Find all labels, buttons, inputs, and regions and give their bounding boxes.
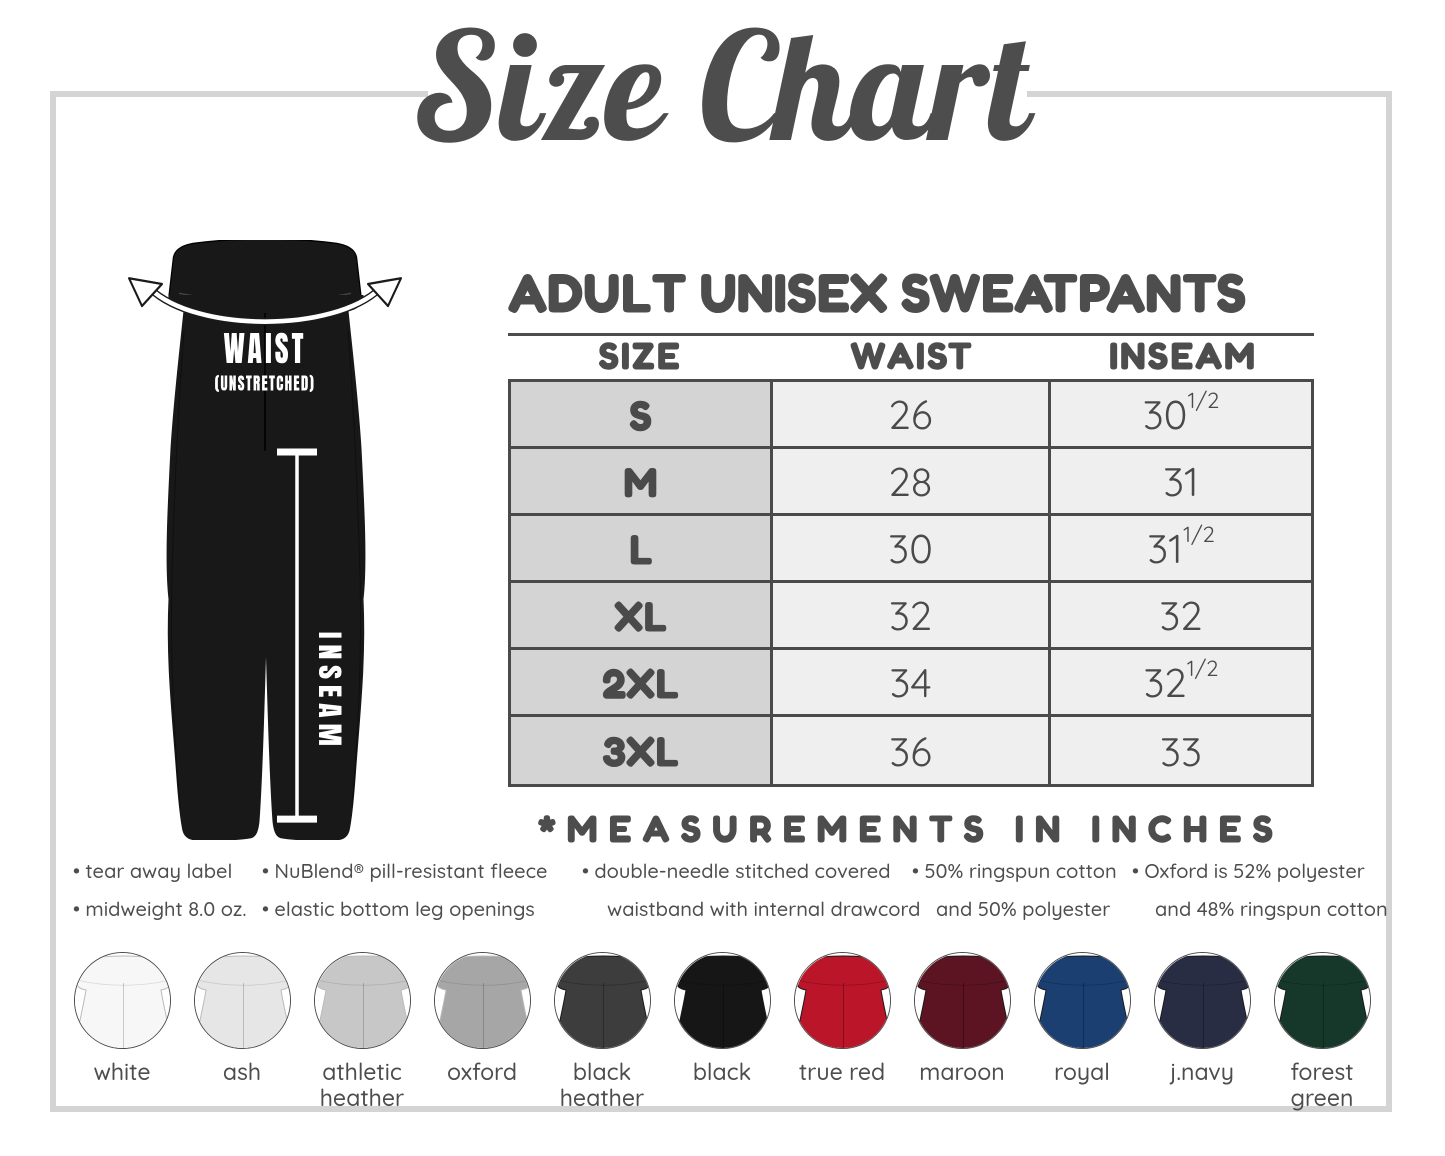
svg-text:(UNSTRETCHED): (UNSTRETCHED) bbox=[215, 371, 315, 397]
svg-text:INSEAM: INSEAM bbox=[310, 632, 349, 752]
svg-text:WAIST: WAIST bbox=[223, 322, 306, 374]
